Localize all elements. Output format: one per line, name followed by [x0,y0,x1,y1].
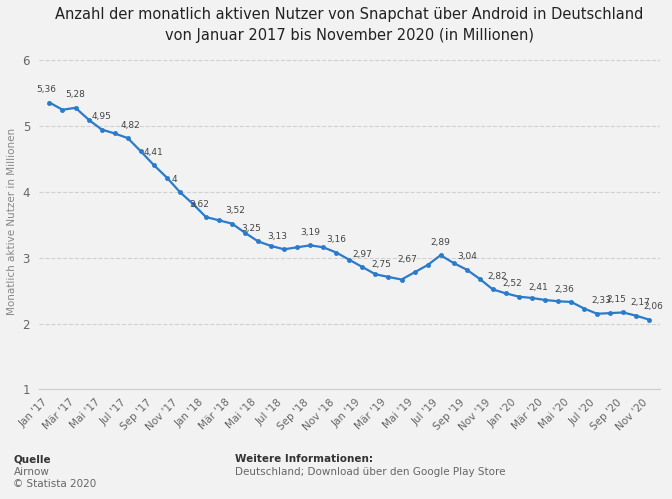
Text: Weitere Informationen:: Weitere Informationen: [235,454,373,464]
Text: 3,04: 3,04 [457,252,476,261]
Text: 5,36: 5,36 [37,85,56,94]
Text: 3,13: 3,13 [267,232,287,241]
Text: 2,97: 2,97 [353,250,372,258]
Text: 2,89: 2,89 [431,238,451,247]
Text: 3,62: 3,62 [189,200,209,209]
Text: 2,17: 2,17 [630,298,650,307]
Y-axis label: Monatlich aktive Nutzer in Millionen: Monatlich aktive Nutzer in Millionen [7,128,17,315]
Text: 2,75: 2,75 [372,259,392,268]
Text: 2,36: 2,36 [554,284,574,293]
Text: Airnow: Airnow [13,467,49,477]
Text: 2,82: 2,82 [487,272,507,281]
Text: 2,06: 2,06 [644,302,663,311]
Text: 2,52: 2,52 [502,279,522,288]
Text: Quelle: Quelle [13,454,51,464]
Text: 3,52: 3,52 [225,206,245,215]
Text: 4: 4 [171,175,177,184]
Text: 2,33: 2,33 [591,296,612,305]
Text: 3,25: 3,25 [241,224,261,233]
Text: Deutschland; Download über den Google Play Store: Deutschland; Download über den Google Pl… [235,467,506,477]
Text: 4,95: 4,95 [91,112,112,121]
Text: 3,19: 3,19 [300,228,321,237]
Text: © Statista 2020: © Statista 2020 [13,479,97,489]
Text: 4,82: 4,82 [120,121,140,130]
Title: Anzahl der monatlich aktiven Nutzer von Snapchat über Android in Deutschland
von: Anzahl der monatlich aktiven Nutzer von … [55,7,644,43]
Text: 3,16: 3,16 [327,235,346,244]
Text: 5,28: 5,28 [66,90,85,99]
Text: 2,67: 2,67 [398,255,417,264]
Text: 2,41: 2,41 [528,282,548,291]
Text: 2,15: 2,15 [606,295,626,304]
Text: 4,41: 4,41 [144,148,164,157]
